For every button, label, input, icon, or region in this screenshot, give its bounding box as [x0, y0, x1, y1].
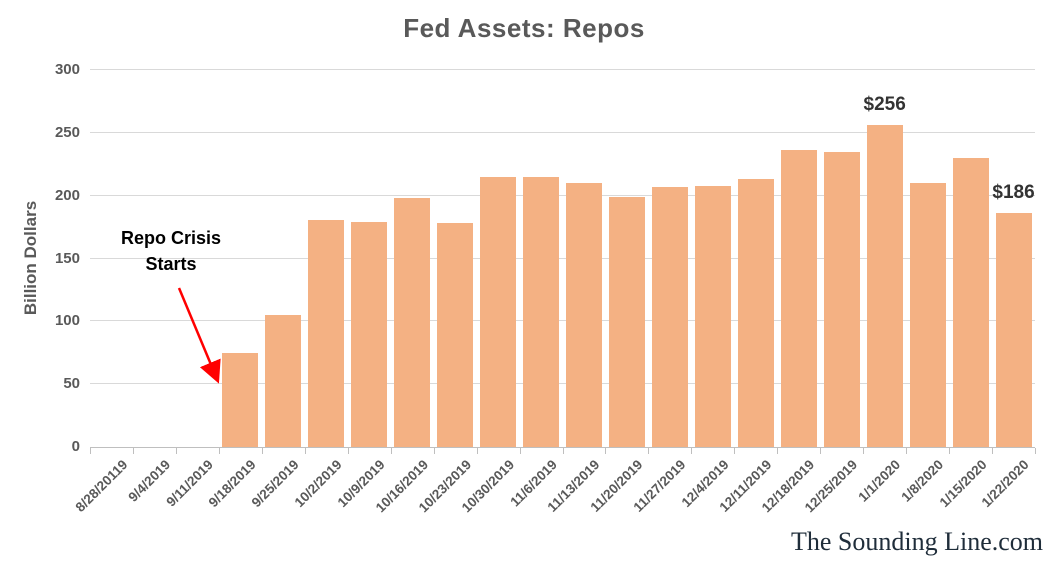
gridline — [90, 69, 1035, 70]
x-tick-mark — [863, 448, 865, 454]
bar — [222, 352, 259, 447]
y-tick-label: 300 — [54, 61, 80, 78]
x-tick-mark — [218, 448, 220, 454]
annotation-line2: Starts — [145, 254, 197, 274]
bar — [866, 125, 903, 447]
bar — [737, 179, 774, 447]
chart-title: Fed Assets: Repos — [403, 13, 645, 43]
x-tick-label: 8/28/20119 — [72, 457, 131, 515]
gridline — [90, 320, 1035, 322]
x-tick-mark — [390, 448, 392, 454]
bar — [651, 186, 688, 447]
bar — [437, 223, 474, 447]
y-tick-label: 50 — [63, 375, 80, 393]
y-tick-label: 100 — [54, 312, 80, 330]
x-tick-mark — [605, 448, 607, 454]
bar — [952, 157, 989, 447]
y-tick-label: 200 — [54, 186, 80, 204]
annotation-repo-crisis: Repo Crisis Starts — [100, 225, 242, 277]
data-label: $186 — [992, 182, 1035, 204]
bar — [265, 315, 302, 447]
x-tick-mark — [820, 448, 822, 454]
x-tick-mark — [132, 448, 134, 454]
bar — [909, 183, 946, 447]
bar — [480, 176, 517, 447]
y-tick-label: 0 — [71, 438, 80, 455]
bar — [780, 150, 817, 447]
bar — [608, 196, 645, 447]
gridline — [90, 131, 1035, 133]
bar — [565, 183, 602, 447]
x-tick-mark — [777, 448, 779, 454]
x-tick-mark — [90, 448, 91, 454]
y-tick-label: 150 — [54, 249, 80, 267]
data-label: $256 — [863, 94, 906, 116]
x-tick-mark — [347, 448, 349, 454]
bar — [694, 185, 731, 447]
bar — [523, 176, 560, 447]
plot-area — [90, 69, 1036, 454]
gridline — [90, 257, 1035, 259]
x-tick-mark — [949, 448, 951, 454]
bar — [394, 198, 431, 447]
x-tick-mark — [304, 448, 306, 454]
x-tick-mark — [261, 448, 263, 454]
x-tick-mark — [433, 448, 435, 454]
bar — [995, 213, 1032, 447]
x-tick-mark — [476, 448, 478, 454]
x-tick-mark — [691, 448, 693, 454]
gridline — [90, 383, 1035, 385]
x-tick-mark — [992, 448, 994, 454]
x-tick-mark — [734, 448, 736, 454]
bar — [308, 219, 345, 447]
bar — [823, 151, 860, 447]
x-tick-mark — [175, 448, 177, 454]
x-tick-mark — [519, 448, 521, 454]
y-tick-label: 250 — [54, 123, 80, 141]
watermark-sounding-line: The Sounding Line.com — [790, 527, 1043, 556]
annotation-line1: Repo Crisis — [120, 228, 222, 248]
x-tick-label: 1/1/2020 — [855, 457, 904, 505]
x-tick-mark — [1035, 448, 1036, 454]
gridline — [90, 194, 1035, 196]
x-tick-mark — [906, 448, 908, 454]
x-tick-mark — [648, 448, 650, 454]
x-tick-mark — [562, 448, 564, 454]
bar — [351, 222, 388, 447]
x-axis-line — [90, 447, 1035, 448]
